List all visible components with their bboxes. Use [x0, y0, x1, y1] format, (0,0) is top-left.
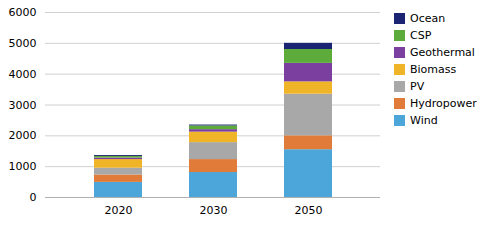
html-text:Ocean: Ocean: [410, 12, 446, 25]
svg-text:2000: 2000: [9, 129, 37, 142]
svg-text:1000: 1000: [9, 160, 37, 173]
svg-text:5000: 5000: [9, 37, 37, 50]
svg-text:0: 0: [30, 191, 37, 204]
svg-text:2050: 2050: [295, 204, 323, 217]
html-text:PV: PV: [410, 80, 425, 93]
svg-text:2030: 2030: [200, 204, 228, 217]
svg-text:2020: 2020: [105, 204, 133, 217]
svg-text:3000: 3000: [9, 99, 37, 112]
html-text:Hydropower: Hydropower: [410, 97, 477, 110]
svg-text:4000: 4000: [9, 68, 37, 81]
html-text:CSP: CSP: [410, 29, 432, 42]
html-text:Biomass: Biomass: [410, 63, 457, 76]
html-text:Geothermal: Geothermal: [410, 46, 475, 59]
svg-text:6000: 6000: [9, 6, 37, 19]
html-text:Wind: Wind: [410, 114, 438, 127]
